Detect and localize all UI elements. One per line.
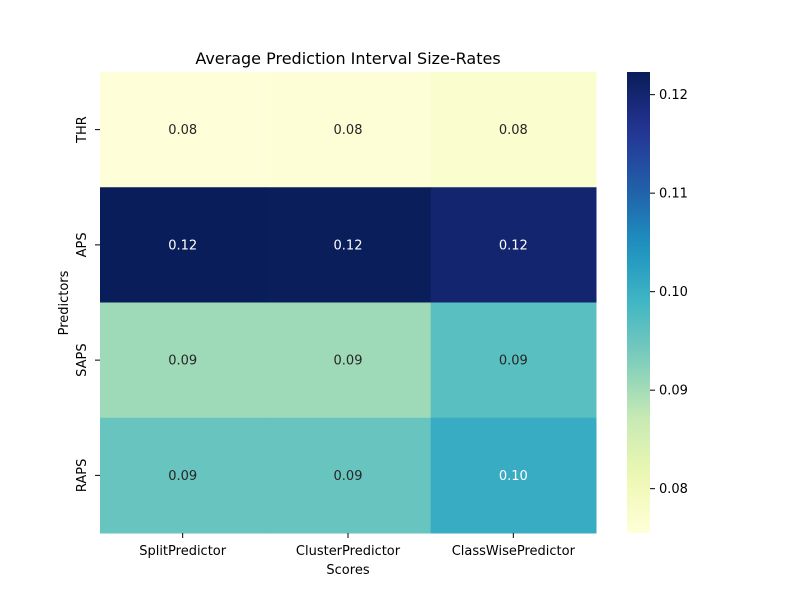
cell-value-label: 0.09 bbox=[499, 354, 528, 369]
cell-value-label: 0.09 bbox=[168, 469, 197, 484]
x-tick-label: ClassWisePredictor bbox=[452, 544, 576, 559]
colorbar-gradient bbox=[627, 72, 650, 533]
colorbar-tick-label: 0.11 bbox=[659, 187, 688, 202]
heatmap-cell bbox=[100, 187, 266, 303]
heatmap-cell bbox=[430, 72, 597, 188]
heatmap-cell bbox=[100, 302, 266, 419]
y-axis-label: Predictors bbox=[57, 270, 72, 335]
heatmap-cell bbox=[265, 302, 432, 419]
colorbar-tick-label: 0.09 bbox=[659, 384, 688, 399]
cell-value-label: 0.08 bbox=[168, 123, 197, 138]
cell-value-label: 0.12 bbox=[499, 238, 528, 253]
cell-value-label: 0.08 bbox=[499, 123, 528, 138]
cell-value-label: 0.09 bbox=[168, 354, 197, 369]
cell-value-label: 0.09 bbox=[334, 354, 363, 369]
colorbar-tick-label: 0.08 bbox=[659, 482, 688, 497]
heatmap-cells: 0.08 0.08 0.08 0.12 0.12 0.12 0.09 0.09 0.09 0.09… bbox=[100, 72, 597, 534]
heatmap-cell bbox=[265, 72, 432, 188]
heatmap-cell bbox=[265, 417, 432, 534]
y-tick-label: SAPS bbox=[75, 343, 90, 376]
x-axis-label: Scores bbox=[326, 563, 369, 578]
heatmap-cell bbox=[430, 417, 597, 534]
cell-value-label: 0.09 bbox=[334, 469, 363, 484]
chart-title: Average Prediction Interval Size-Rates bbox=[195, 49, 500, 68]
y-tick-label: APS bbox=[75, 232, 90, 257]
heatmap-cell bbox=[430, 302, 597, 419]
colorbar-tick-label: 0.12 bbox=[659, 88, 688, 103]
x-axis: SplitPredictor ClusterPredictor ClassWiseP… bbox=[139, 533, 576, 559]
cell-value-label: 0.08 bbox=[334, 123, 363, 138]
heatmap-cell bbox=[100, 417, 266, 534]
y-axis: THR APS SAPS RAPS bbox=[75, 116, 100, 492]
x-tick-label: ClusterPredictor bbox=[296, 544, 401, 559]
heatmap-cell bbox=[430, 187, 597, 303]
y-tick-label: RAPS bbox=[75, 459, 90, 493]
colorbar: 0.08 0.09 0.10 0.11 0.12 bbox=[627, 72, 688, 533]
y-tick-label: THR bbox=[75, 116, 90, 144]
cell-value-label: 0.12 bbox=[334, 238, 363, 253]
x-tick-label: SplitPredictor bbox=[139, 544, 227, 559]
cell-value-label: 0.10 bbox=[499, 469, 528, 484]
heatmap-cell bbox=[100, 72, 266, 188]
cell-value-label: 0.12 bbox=[168, 238, 197, 253]
colorbar-tick-label: 0.10 bbox=[659, 285, 688, 300]
heatmap-cell bbox=[265, 187, 432, 303]
